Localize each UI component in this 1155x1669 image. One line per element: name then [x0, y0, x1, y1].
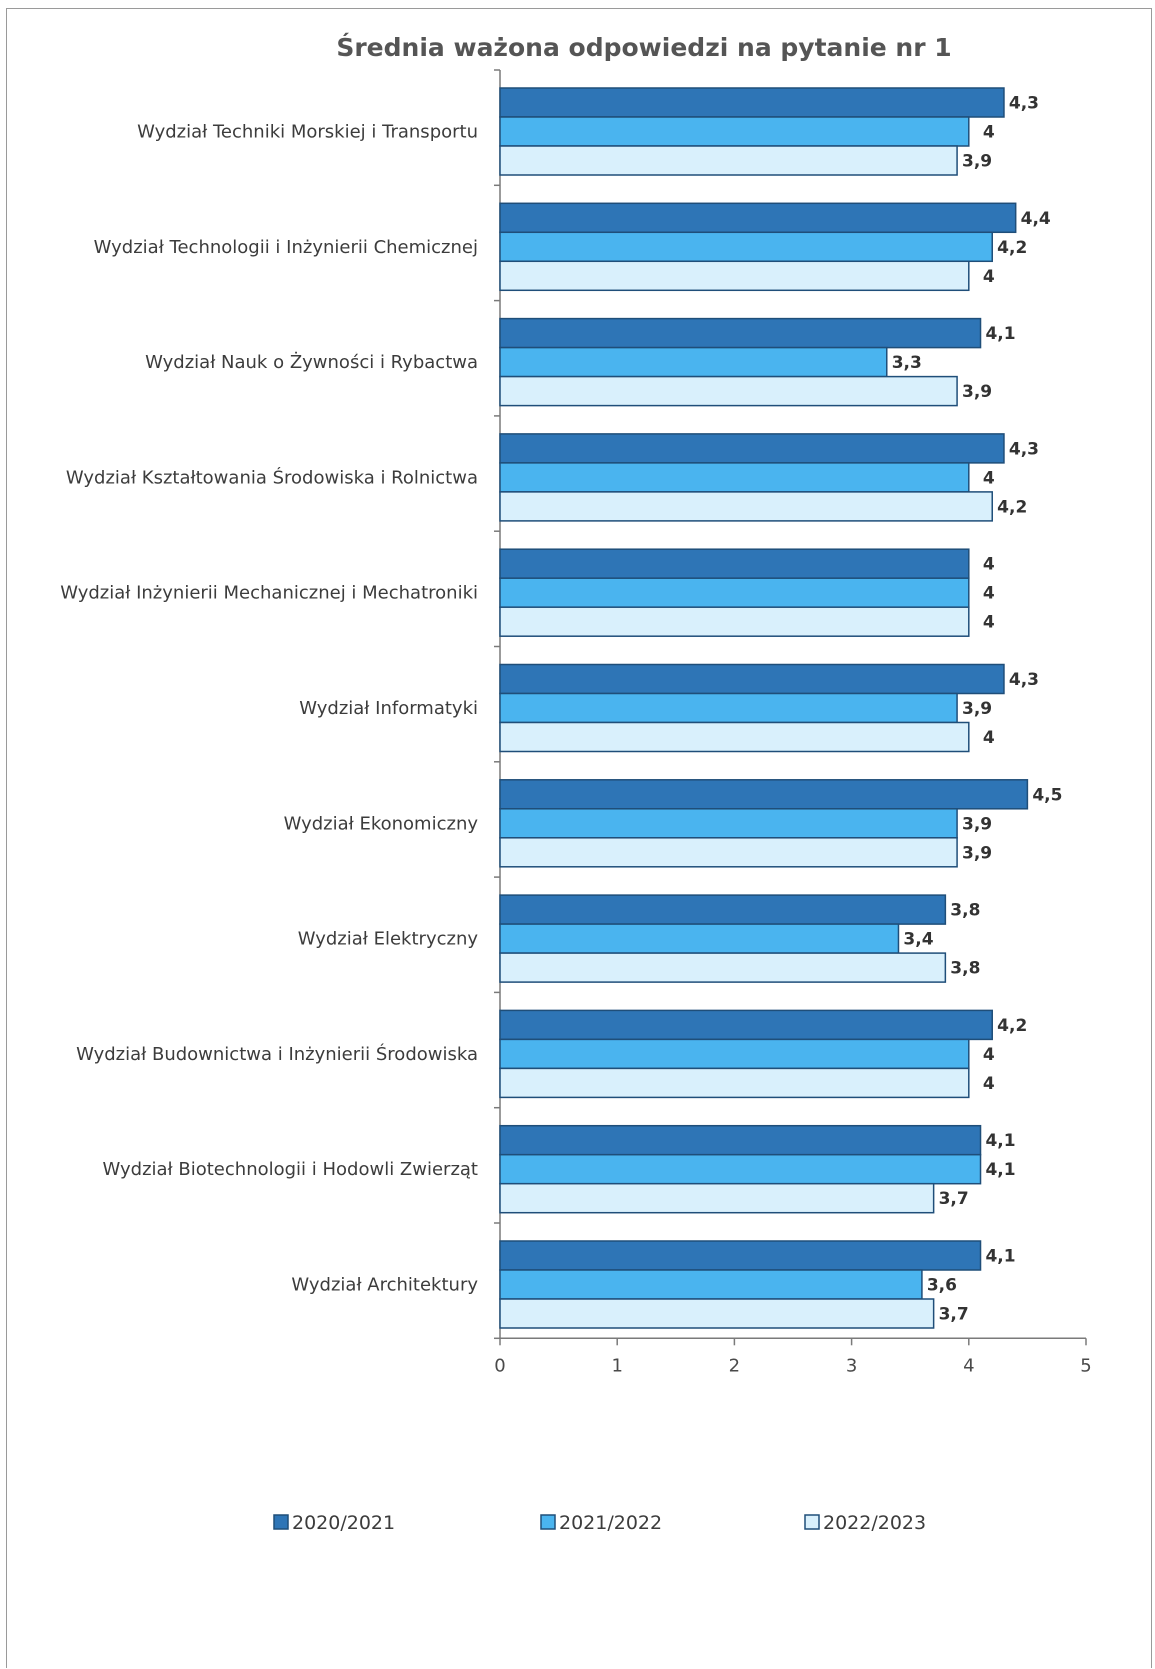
data-label: 3,7	[939, 1305, 969, 1325]
bar	[499, 692, 958, 724]
bar	[499, 145, 958, 176]
data-label: 3,4	[903, 930, 933, 950]
bar	[499, 837, 958, 868]
bar	[499, 87, 1005, 118]
data-label: 4,2	[997, 238, 1027, 258]
data-label: 3,9	[962, 699, 992, 719]
category-label: Wydział Elektryczny	[298, 929, 479, 950]
x-tick-label: 3	[846, 1355, 857, 1376]
bar	[499, 202, 1017, 234]
legend-label: 2022/2023	[823, 1512, 926, 1534]
category-label: Wydział Biotechnologii i Hodowli Zwierzą…	[103, 1159, 478, 1180]
data-label: 4,2	[997, 497, 1027, 517]
x-tick-label: 1	[611, 1355, 622, 1376]
plot-area: 0 1 2 3 4 5 Wydział Techniki Morskiej i Transp…	[60, 69, 1092, 1376]
category-label: Wydział Budownictwa i Inżynierii Środowi…	[76, 1043, 478, 1065]
bar	[499, 1269, 923, 1300]
data-label: 4,1	[985, 1131, 1015, 1151]
bar	[499, 1240, 982, 1271]
category-label: Wydział Ekonomiczny	[284, 813, 479, 834]
bar	[499, 491, 993, 522]
legend-label: 2021/2022	[559, 1512, 662, 1534]
data-label: 4,4	[1021, 209, 1051, 229]
bar	[499, 779, 1029, 810]
data-label: 4	[983, 1045, 995, 1065]
bar	[499, 721, 970, 753]
legend-label: 2020/2021	[292, 1512, 395, 1534]
chart-title: Średnia ważona odpowiedzi na pytanie nr …	[336, 32, 951, 62]
data-label: 3,9	[962, 843, 992, 863]
bar	[499, 116, 970, 147]
bar	[499, 606, 970, 637]
data-label: 4,1	[985, 1247, 1015, 1267]
category-label: Wydział Technologii i Inżynierii Chemicz…	[94, 237, 478, 258]
data-label: 4,3	[1009, 439, 1039, 459]
data-label: 4	[983, 584, 995, 604]
data-label: 4	[983, 123, 995, 143]
bar	[499, 346, 888, 378]
bar	[499, 1124, 982, 1156]
data-label: 4,5	[1032, 785, 1062, 805]
data-label: 4,3	[1009, 94, 1039, 114]
bar	[499, 260, 970, 292]
x-tick-label: 0	[494, 1355, 505, 1376]
bar	[499, 923, 900, 954]
data-label: 4	[983, 728, 995, 748]
bar	[499, 808, 958, 839]
bar	[499, 231, 993, 263]
category-label: Wydział Architektury	[291, 1275, 478, 1296]
data-label: 4	[983, 468, 995, 488]
bar	[499, 548, 970, 579]
data-label: 4	[983, 613, 995, 633]
category-label: Wydział Inżynierii Mechanicznej i Mechat…	[60, 583, 478, 604]
data-label: 4,3	[1009, 670, 1039, 690]
x-tick-label: 5	[1080, 1355, 1091, 1376]
bar	[499, 375, 958, 407]
x-tick-label: 4	[963, 1355, 974, 1376]
bar	[499, 1153, 982, 1185]
x-tick-label: 2	[729, 1355, 740, 1376]
category-label: Wydział Techniki Morskiej i Transportu	[137, 122, 478, 143]
legend: 2020/2021 2021/2022 2022/2023	[273, 1512, 926, 1534]
data-label: 4,1	[985, 324, 1015, 344]
data-label: 4,1	[985, 1160, 1015, 1180]
bar	[499, 663, 1005, 695]
bar	[499, 894, 947, 925]
bar	[499, 1067, 970, 1099]
bar	[499, 462, 970, 493]
category-label: Wydział Informatyki	[299, 698, 478, 719]
data-label: 3,3	[892, 353, 922, 373]
bar	[499, 577, 970, 608]
bar	[499, 1298, 935, 1329]
bar	[499, 1038, 970, 1070]
legend-swatch	[804, 1514, 820, 1530]
data-label: 4	[983, 1074, 995, 1094]
data-label: 4	[983, 267, 995, 287]
data-label: 3,7	[939, 1189, 969, 1209]
category-label: Wydział Kształtowania Środowiska i Rolni…	[66, 466, 478, 488]
data-label: 4	[983, 555, 995, 575]
bar	[499, 433, 1005, 464]
data-label: 3,9	[962, 382, 992, 402]
bar	[499, 1182, 935, 1214]
data-label: 3,9	[962, 152, 992, 172]
legend-swatch	[273, 1514, 289, 1530]
data-label: 3,8	[950, 901, 980, 921]
bar	[499, 952, 947, 983]
legend-swatch	[540, 1514, 556, 1530]
category-label: Wydział Nauk o Żywności i Rybactwa	[145, 352, 478, 373]
data-label: 3,9	[962, 814, 992, 834]
bar	[499, 1009, 993, 1041]
data-label: 3,8	[950, 959, 980, 979]
data-label: 4,2	[997, 1016, 1027, 1036]
bar	[499, 317, 982, 349]
data-label: 3,6	[927, 1276, 957, 1296]
chart-frame	[6, 8, 1152, 1668]
